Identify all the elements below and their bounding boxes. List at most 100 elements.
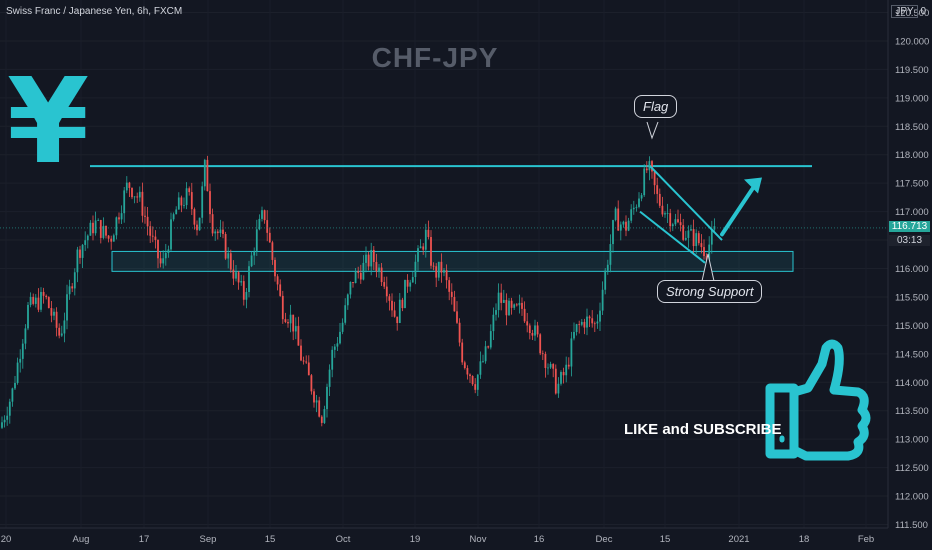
- candle-body: [34, 297, 37, 304]
- candle-body: [292, 314, 295, 332]
- candle-body: [645, 168, 648, 171]
- candle-body: [154, 236, 157, 240]
- candle-body: [398, 299, 401, 324]
- candle-body: [440, 261, 443, 273]
- candle-body: [375, 261, 378, 272]
- candle-body: [703, 247, 705, 257]
- candle-body: [661, 205, 664, 215]
- candle-body: [526, 321, 529, 326]
- candle-body: [151, 235, 154, 237]
- candle-body: [177, 197, 180, 210]
- y-tick-label: 120.500: [895, 8, 929, 19]
- candle-body: [261, 210, 263, 219]
- candle-body: [430, 236, 432, 266]
- candle-body: [40, 291, 42, 310]
- candle-body: [471, 375, 474, 385]
- y-tick-label: 113.000: [895, 435, 929, 446]
- x-tick-label: Sep: [200, 534, 217, 545]
- candle-body: [710, 229, 713, 245]
- candle-body: [211, 214, 214, 234]
- thumbs-up-hand: [789, 339, 871, 461]
- candle-body: [198, 217, 201, 231]
- candle-body: [557, 383, 560, 394]
- candle-body: [66, 294, 68, 321]
- candle-body: [294, 326, 297, 332]
- candle-body: [224, 234, 227, 259]
- candle-body: [58, 327, 61, 336]
- candle-body: [222, 229, 224, 235]
- candle-body: [401, 299, 404, 309]
- candle-body: [341, 322, 344, 332]
- candle-body: [287, 322, 289, 324]
- flag-callout-pointer: [646, 121, 659, 140]
- candle-body: [149, 226, 152, 236]
- candle-body: [367, 254, 370, 267]
- candle-body: [68, 286, 71, 295]
- last-price-tag: 116.713: [889, 220, 930, 232]
- candle-body: [354, 271, 357, 284]
- candle-body: [315, 400, 318, 403]
- candle-body: [385, 286, 388, 297]
- candle-body: [609, 244, 612, 265]
- candle-body: [344, 305, 347, 323]
- candle-body: [141, 191, 144, 216]
- candle-body: [562, 372, 565, 376]
- candle-body: [593, 323, 596, 325]
- candle-body: [617, 208, 620, 231]
- candle-body: [648, 161, 651, 171]
- candle-body: [547, 367, 549, 369]
- y-tick-label: 118.000: [895, 150, 929, 161]
- support-callout-pointer: [701, 253, 715, 282]
- candle-body: [619, 224, 622, 231]
- candle-body: [554, 368, 557, 394]
- candle-body: [185, 188, 188, 206]
- y-axis[interactable]: 120.500 120.000 119.500 119.000 118.500 118.0…: [887, 0, 932, 550]
- x-axis[interactable]: 20 Aug 17 Sep 15 Oct 19 Nov 16 Dec 15 2021 18 Feb: [0, 527, 888, 545]
- candle-body: [632, 207, 635, 210]
- candle-body: [606, 264, 609, 271]
- candle-body: [575, 324, 578, 332]
- candle-body: [445, 270, 448, 281]
- candle-body: [271, 242, 274, 260]
- candle-body: [700, 243, 703, 248]
- y-tick-label: 111.500: [895, 520, 928, 531]
- x-tick-label: 17: [139, 534, 150, 545]
- x-tick-label: Aug: [73, 534, 90, 545]
- candle-body: [614, 208, 617, 221]
- candle-body: [541, 353, 544, 355]
- candle-body: [164, 252, 167, 259]
- candle-body: [591, 318, 594, 324]
- y-tick-label: 120.000: [895, 36, 929, 47]
- currency-label[interactable]: JPY 0: [889, 5, 926, 18]
- y-tick-label: 117.500: [895, 179, 929, 190]
- symbol-header[interactable]: Swiss Franc / Japanese Yen, 6h, FXCM: [6, 6, 183, 17]
- candle-body: [536, 325, 539, 335]
- candle-body: [357, 271, 360, 273]
- candle-body: [94, 220, 97, 234]
- candle-body: [677, 219, 679, 223]
- flag-upper-line: [649, 165, 723, 241]
- candle-body: [474, 384, 477, 390]
- candle-body: [209, 191, 211, 215]
- x-tick-label: 2021: [728, 534, 749, 545]
- candle-body: [3, 419, 6, 423]
- candle-body: [170, 219, 172, 250]
- candle-body: [414, 261, 417, 278]
- candle-body: [635, 206, 638, 208]
- candle-body: [125, 182, 128, 191]
- y-tick-label: 114.500: [895, 349, 929, 360]
- candle-body: [235, 272, 237, 279]
- candle-body: [157, 239, 159, 259]
- candle-body: [240, 281, 243, 283]
- x-tick-label: 19: [410, 534, 421, 545]
- candle-body: [76, 249, 79, 273]
- candle-body: [115, 217, 118, 236]
- candle-body: [622, 221, 625, 225]
- candle-body: [505, 299, 508, 316]
- candle-body: [136, 196, 139, 198]
- x-tick-label: 18: [799, 534, 810, 545]
- y-tick-label: 114.000: [895, 378, 929, 389]
- candle-body: [266, 220, 269, 233]
